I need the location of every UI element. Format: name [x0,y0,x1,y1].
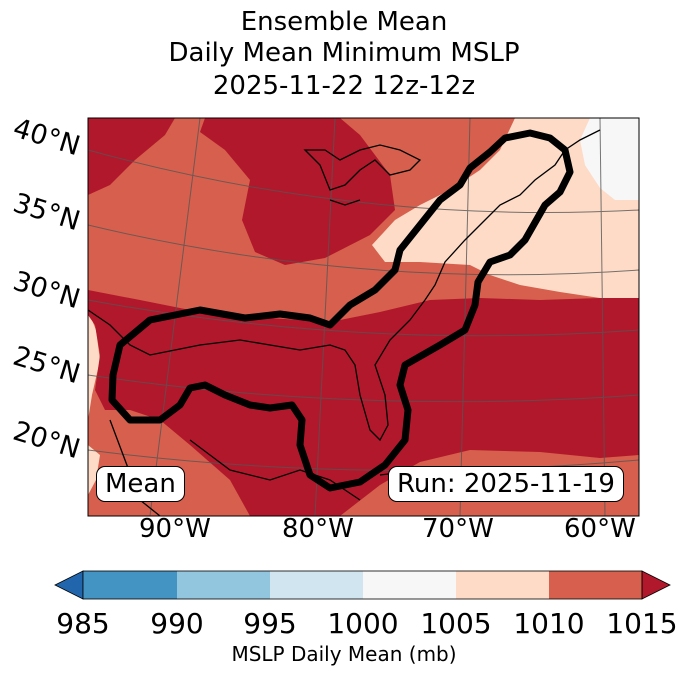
colorbar-tick-1000: 1000 [327,607,399,640]
colorbar-segment-990-995 [177,571,270,599]
lon-label-70w: 70°W [422,514,494,544]
field-1005-1010-northeast [372,118,639,300]
lon-label-80w: 80°W [282,514,354,544]
colorbar-extend-high [641,570,671,600]
field-above-1015-south [88,290,639,516]
lon-label-90w: 90°W [139,514,211,544]
lon-label-60w: 60°W [564,514,636,544]
colorbar-tick-1015: 1015 [606,607,678,640]
colorbar-segment-1005-1010 [456,571,549,599]
colorbar-tick-995: 995 [243,607,297,640]
colorbar-border [82,570,643,600]
pressure-contour [108,129,574,492]
field-above-1015-northwest [88,118,175,195]
colorbar-tick-1005: 1005 [420,607,492,640]
field-1005-1010-southwest [88,445,100,495]
colorbar-extend-low [54,570,84,600]
map-panel [88,118,639,516]
map-border [87,117,640,517]
run-label: Run: 2025-11-19 [388,466,624,502]
title-line-3: 2025-11-22 12z-12z [212,71,476,101]
colorbar-segment-995-1000 [270,571,363,599]
colorbar-label: MSLP Daily Mean (mb) [231,642,457,666]
field-above-1015-north [200,118,395,265]
title-line-2: Daily Mean Minimum MSLP [168,38,520,68]
colorbar-segment-985-990 [83,571,177,599]
colorbar-segment-1010-1015 [549,571,642,599]
colorbar-tick-990: 990 [150,607,204,640]
field-1005-1010-west [88,310,100,420]
colorbar-tick-1010: 1010 [513,607,585,640]
mean-label: Mean [96,466,185,502]
field-1000-1005-northeast [580,118,639,200]
colorbar-tick-985: 985 [56,607,110,640]
title-line-1: Ensemble Mean [240,7,448,37]
colorbar-segment-1000-1005 [363,571,456,599]
colorbar [54,570,671,600]
